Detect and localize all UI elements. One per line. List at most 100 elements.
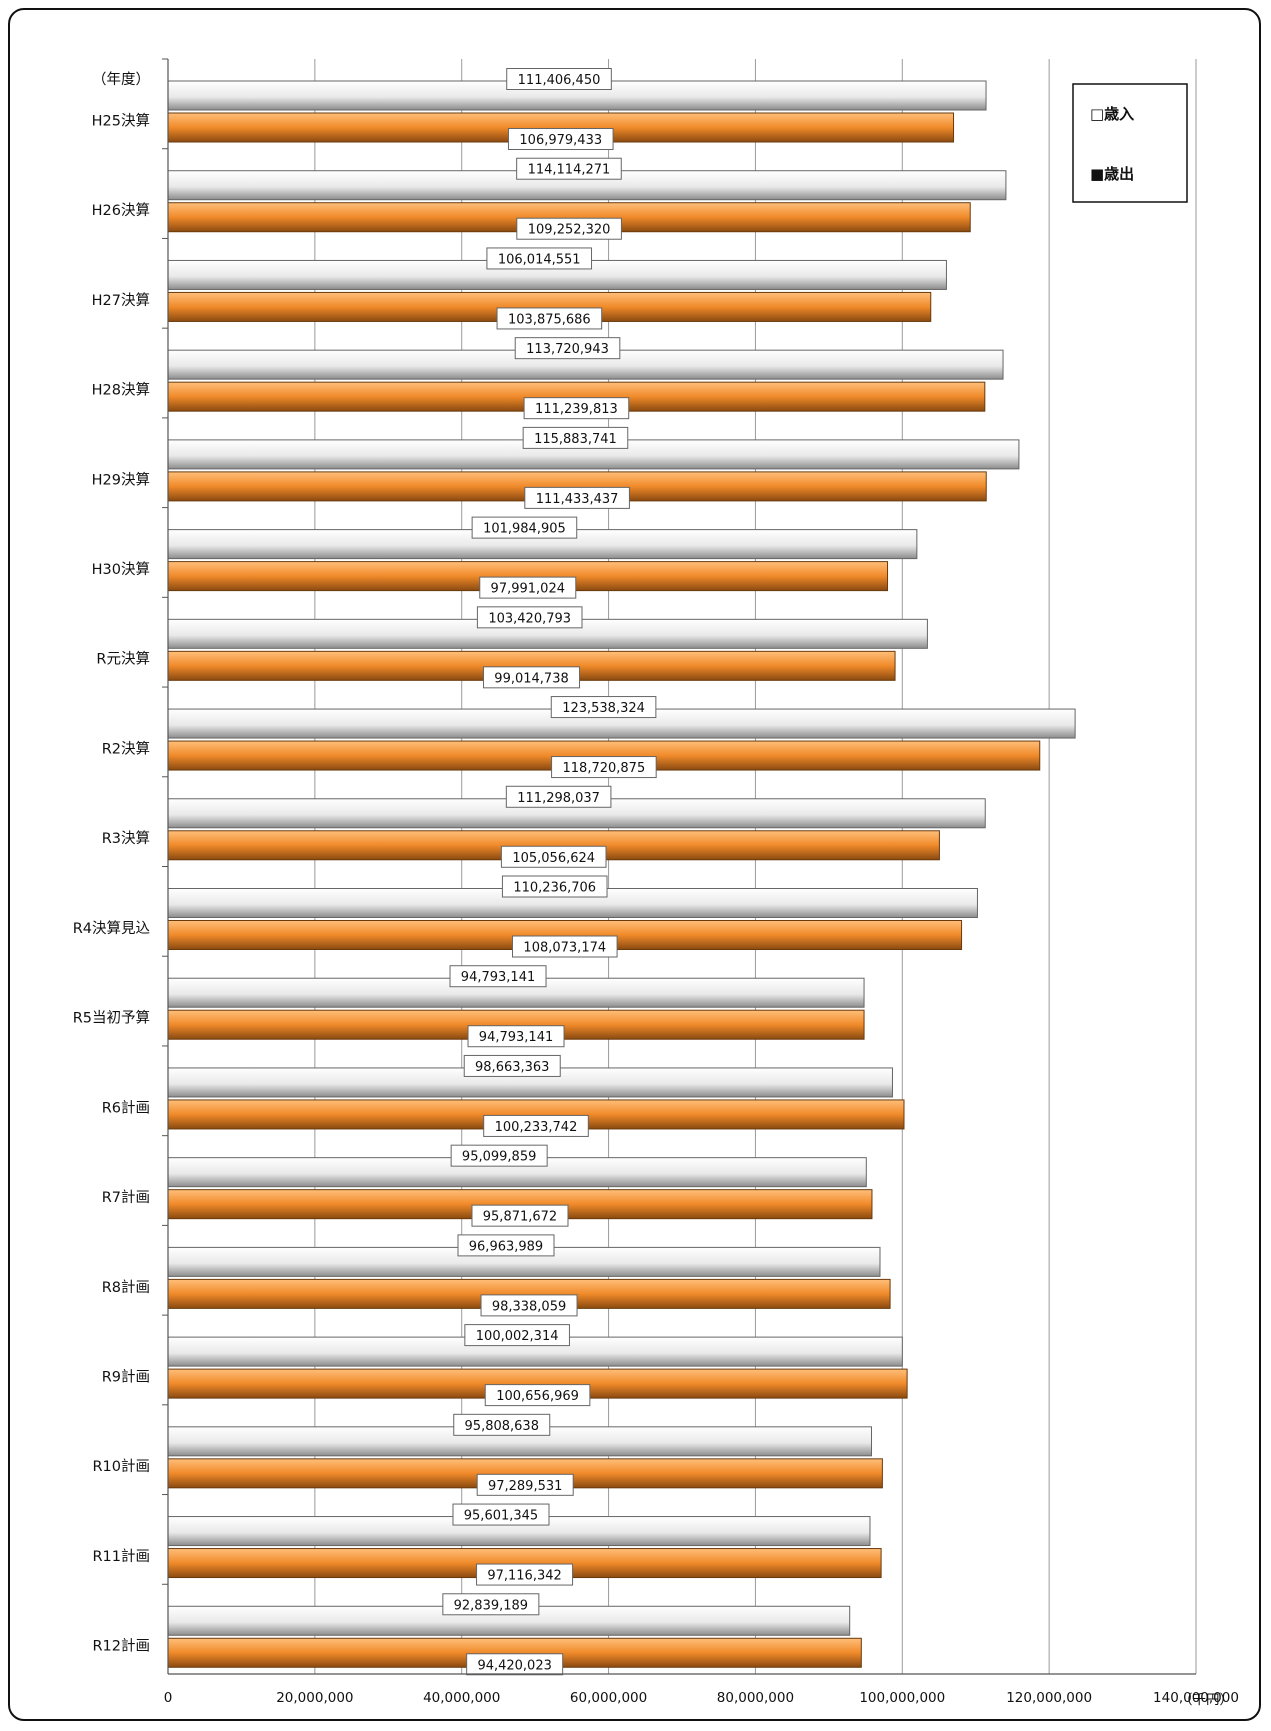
data-label-box xyxy=(505,785,612,808)
data-label-box xyxy=(464,1324,570,1347)
legend-item-revenue: □歳入 xyxy=(1090,105,1134,123)
data-label-box xyxy=(486,247,593,270)
data-label: 111,406,450 xyxy=(518,73,601,88)
data-label: 103,875,686 xyxy=(508,312,591,327)
data-label: 94,420,023 xyxy=(477,1658,551,1673)
data-label: 97,289,531 xyxy=(488,1479,562,1494)
category-label: R11計画 xyxy=(92,1548,150,1565)
x-tick-label: 0 xyxy=(164,1690,173,1706)
data-label-box xyxy=(514,337,621,360)
x-tick-label: 140,000,000 xyxy=(1153,1690,1239,1706)
data-label-box xyxy=(467,1025,565,1048)
data-label-box xyxy=(550,696,657,719)
category-label: R9計画 xyxy=(102,1369,150,1386)
data-label-box xyxy=(452,1503,550,1526)
data-label-box xyxy=(507,128,614,150)
data-label: 92,839,189 xyxy=(454,1598,528,1613)
category-label: H30決算 xyxy=(92,561,150,578)
data-label-box xyxy=(453,1413,551,1436)
bar-expenditure xyxy=(167,1458,883,1489)
data-label-box xyxy=(483,1114,589,1137)
data-label: 106,014,551 xyxy=(498,252,581,267)
data-label: 110,236,706 xyxy=(513,881,596,896)
unit-label: （千円） xyxy=(1179,1692,1233,1708)
data-label-box xyxy=(466,1653,564,1676)
data-label-box xyxy=(449,965,547,988)
data-label: 100,002,314 xyxy=(476,1329,559,1344)
data-label: 111,298,037 xyxy=(517,791,600,806)
data-label: 106,979,433 xyxy=(519,133,602,148)
category-label: R3決算 xyxy=(102,830,150,847)
y-axis-title: （年度） xyxy=(92,71,150,88)
data-label: 111,239,813 xyxy=(535,402,618,417)
data-label: 101,984,905 xyxy=(483,522,566,537)
data-label-box xyxy=(484,1384,591,1407)
data-label: 113,720,943 xyxy=(526,342,609,357)
data-label-box xyxy=(511,935,618,958)
data-label: 94,793,141 xyxy=(479,1030,553,1045)
category-label: H25決算 xyxy=(92,112,150,129)
data-label: 99,014,738 xyxy=(494,671,568,686)
x-tick-label: 20,000,000 xyxy=(276,1690,353,1706)
category-label: R8計画 xyxy=(102,1279,150,1296)
data-label-box xyxy=(516,217,622,240)
data-label: 108,073,174 xyxy=(523,941,606,956)
data-label: 105,056,624 xyxy=(512,851,595,866)
gridlines xyxy=(314,59,1197,1674)
x-tick-label: 100,000,000 xyxy=(859,1690,945,1706)
data-label: 118,720,875 xyxy=(563,761,646,776)
data-label-box xyxy=(476,1563,574,1586)
category-label: R2決算 xyxy=(102,740,150,757)
category-label: R10計画 xyxy=(92,1458,150,1475)
data-label-box xyxy=(524,486,630,509)
data-label-box xyxy=(496,307,603,330)
data-label-box xyxy=(500,845,607,868)
data-label: 95,808,638 xyxy=(465,1419,539,1434)
x-tick-label: 40,000,000 xyxy=(423,1690,500,1706)
data-label-box xyxy=(471,516,578,539)
data-label-box xyxy=(450,1144,548,1167)
data-label: 114,114,271 xyxy=(528,163,611,178)
category-label: R4決算見込 xyxy=(73,920,150,937)
data-label: 115,883,741 xyxy=(534,432,617,447)
data-label-box xyxy=(480,1294,578,1317)
bar-expenditure xyxy=(167,1368,908,1399)
data-label-box xyxy=(479,576,577,599)
category-label: R5当初予算 xyxy=(73,1010,150,1027)
category-label: H29決算 xyxy=(92,471,150,488)
x-tick-label: 120,000,000 xyxy=(1006,1690,1092,1706)
data-label: 123,538,324 xyxy=(562,701,645,716)
legend-item-expenditure: ■歳出 xyxy=(1090,165,1134,183)
bar-revenue xyxy=(167,349,1004,380)
data-label-box xyxy=(506,68,612,90)
category-label: H27決算 xyxy=(92,292,150,309)
data-label: 95,601,345 xyxy=(464,1509,538,1524)
data-label: 94,793,141 xyxy=(461,970,535,985)
category-label: R7計画 xyxy=(102,1189,150,1206)
legend: □歳入 ■歳出 xyxy=(1072,83,1188,203)
x-tick-label: 60,000,000 xyxy=(570,1690,647,1706)
data-label-box xyxy=(476,606,583,629)
category-label: H26決算 xyxy=(92,202,150,219)
data-label: 111,433,437 xyxy=(536,492,619,507)
data-label: 97,991,024 xyxy=(491,582,565,597)
data-label-box xyxy=(442,1593,540,1616)
data-label: 95,871,672 xyxy=(483,1210,557,1225)
data-labels: 111,406,450 106,979,433 114,114,271 109,252… xyxy=(442,68,657,1676)
category-label: R12計画 xyxy=(92,1638,150,1655)
category-label: R元決算 xyxy=(96,651,150,668)
category-label: R6計画 xyxy=(102,1099,150,1116)
data-label: 100,656,969 xyxy=(496,1389,579,1404)
data-label-box xyxy=(516,157,622,180)
data-label: 100,233,742 xyxy=(495,1120,578,1135)
data-label: 96,963,989 xyxy=(469,1239,543,1254)
data-label-box xyxy=(471,1204,569,1227)
data-label: 109,252,320 xyxy=(528,223,611,238)
data-label-box xyxy=(476,1473,574,1496)
data-label: 98,663,363 xyxy=(475,1060,549,1075)
axes: （年度） （千円） 0 20,000,000 40,000,000 60,000,00… xyxy=(73,58,1239,1708)
data-label-box xyxy=(483,666,581,689)
legend-box xyxy=(1072,83,1188,203)
data-label: 97,116,342 xyxy=(487,1569,561,1584)
